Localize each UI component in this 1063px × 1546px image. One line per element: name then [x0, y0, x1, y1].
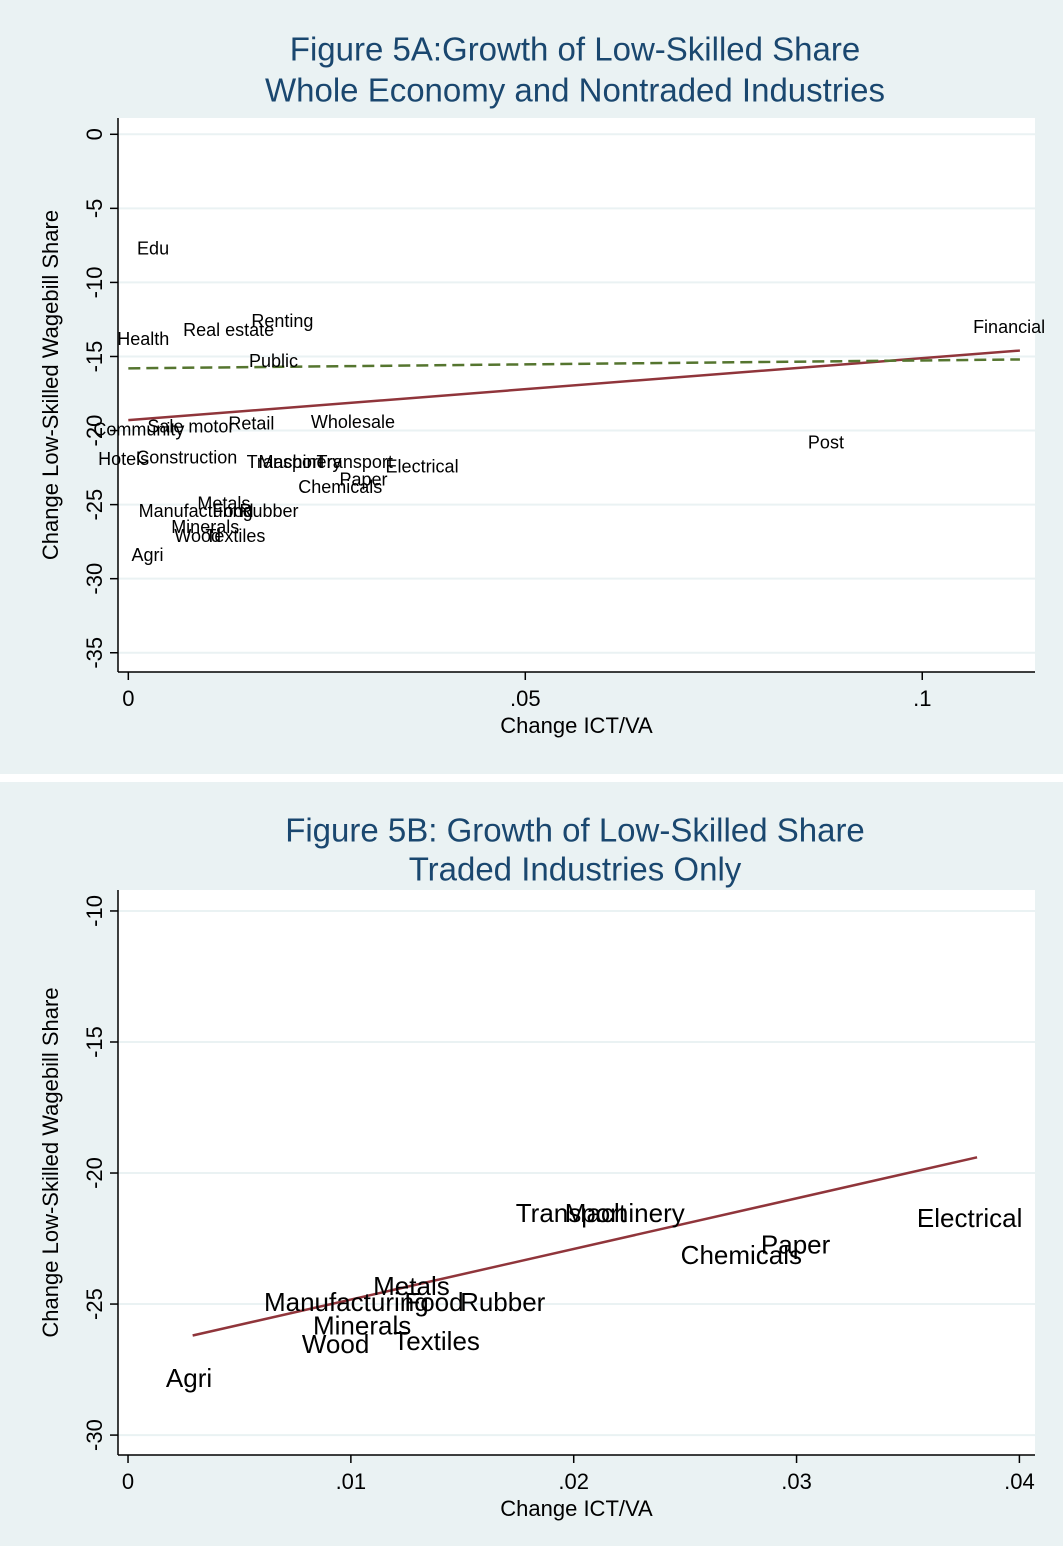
y-tick-label: -25: [82, 489, 107, 521]
x-tick-label: .01: [336, 1469, 367, 1494]
x-tick-label: .03: [781, 1469, 812, 1494]
point-label: Metals: [373, 1271, 450, 1301]
point-label: Wood: [302, 1329, 369, 1359]
point-label: Health: [117, 329, 169, 349]
y-tick-label: -25: [82, 1288, 107, 1320]
point-label: Food: [404, 1287, 463, 1317]
point-label: Minerals: [171, 517, 239, 537]
y-tick-label: -30: [82, 1419, 107, 1451]
y-tick-label: -10: [82, 267, 107, 299]
point-label: Chemicals: [681, 1240, 802, 1270]
point-label: Renting: [251, 311, 313, 331]
y-tick-label: -20: [82, 415, 107, 447]
x-axis-title: Change ICT/VA: [500, 713, 653, 738]
chart-title: Whole Economy and Nontraded Industries: [265, 72, 885, 109]
point-label: Transport: [516, 1198, 627, 1228]
point-label: Rubber: [460, 1287, 546, 1317]
point-label: Paper: [761, 1229, 831, 1259]
chart-title: Traded Industries Only: [409, 851, 742, 888]
point-label: Community: [93, 419, 184, 439]
y-axis-title: Change Low-Skilled Wagebill Share: [38, 210, 63, 560]
point-label: Manufacturing: [139, 501, 253, 521]
point-label: Manufacturing: [264, 1287, 429, 1317]
y-tick-label: -35: [82, 637, 107, 669]
point-label: Machinery: [565, 1198, 685, 1228]
y-axis-title: Change Low-Skilled Wagebill Share: [38, 987, 63, 1337]
point-label: Hotels: [98, 449, 149, 469]
point-label: Construction: [136, 447, 237, 467]
y-tick-label: 0: [82, 128, 107, 140]
y-tick-label: -15: [82, 341, 107, 373]
y-tick-label: -20: [82, 1157, 107, 1189]
point-label: Wholesale: [311, 412, 395, 432]
y-tick-label: -30: [82, 563, 107, 595]
chart-title: Figure 5A:Growth of Low-Skilled Share: [290, 31, 860, 68]
point-label: Electrical: [917, 1203, 1022, 1233]
fit-line: [192, 1156, 978, 1337]
chart-title: Figure 5B: Growth of Low-Skilled Share: [285, 812, 865, 849]
x-tick-label: .02: [558, 1469, 589, 1494]
point-label: Electrical: [386, 456, 459, 476]
point-label: Minerals: [313, 1311, 411, 1341]
point-label: Rubber: [239, 501, 298, 521]
x-tick-label: .1: [913, 686, 931, 711]
point-label: Agri: [166, 1363, 212, 1393]
point-label: Machinery: [259, 452, 342, 472]
y-tick-label: -15: [82, 1026, 107, 1058]
point-label: Agri: [131, 545, 163, 565]
point-label: Post: [808, 433, 844, 453]
point-label: Public: [249, 351, 298, 371]
point-label: Textiles: [205, 526, 265, 546]
point-label: Edu: [137, 239, 169, 259]
x-tick-label: .05: [510, 686, 541, 711]
point-label: Textiles: [393, 1326, 480, 1356]
point-label: Food: [212, 501, 253, 521]
point-label: Sale motor: [147, 416, 234, 436]
x-axis-title: Change ICT/VA: [500, 1496, 653, 1521]
point-label: Chemicals: [298, 477, 382, 497]
point-label: Paper: [340, 470, 388, 490]
x-tick-label: 0: [122, 686, 134, 711]
x-tick-label: .04: [1004, 1469, 1035, 1494]
point-label: Metals: [197, 493, 250, 513]
point-label: Financial: [973, 317, 1045, 337]
fit-line: [128, 358, 1020, 370]
y-tick-label: -10: [82, 895, 107, 927]
point-label: Transport: [247, 452, 323, 472]
point-label: Wood: [174, 526, 221, 546]
point-label: Retail: [228, 413, 274, 433]
y-tick-label: -5: [82, 199, 107, 219]
plot-region: [118, 118, 1035, 672]
x-tick-label: 0: [122, 1469, 134, 1494]
point-label: Transport: [316, 452, 392, 472]
point-label: Real estate: [183, 320, 274, 340]
